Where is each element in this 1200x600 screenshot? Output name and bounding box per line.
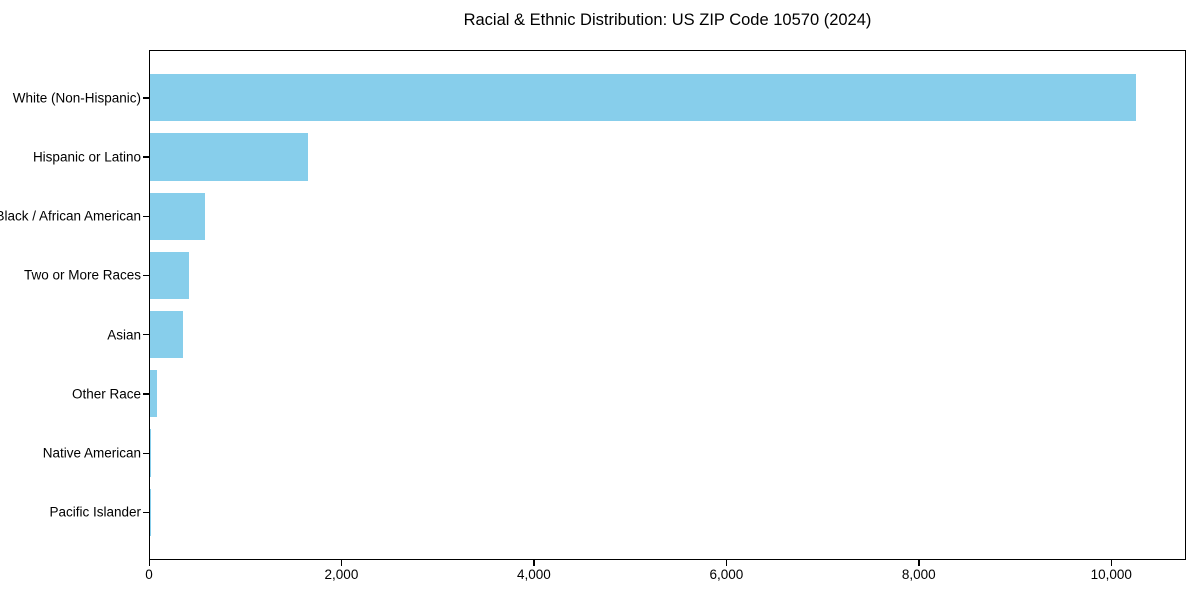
chart-title: Racial & Ethnic Distribution: US ZIP Cod… (463, 11, 872, 29)
x-tick-mark (340, 560, 343, 566)
x-tick-label: 10,000 (1090, 567, 1132, 582)
y-tick-mark (143, 334, 149, 336)
y-tick-label: Asian (107, 327, 141, 343)
y-tick-label: Native American (42, 445, 141, 461)
y-tick-mark (143, 274, 149, 277)
y-tick-label: White (Non-Hispanic) (12, 90, 141, 106)
bar (150, 74, 1137, 122)
x-tick-mark (918, 560, 920, 566)
bar (150, 310, 183, 359)
y-tick-label: Two or More Races (23, 267, 141, 283)
y-tick-label: Pacific Islander (49, 504, 141, 520)
x-tick-label: 6,000 (709, 567, 744, 582)
bar (150, 133, 308, 181)
y-tick-mark (143, 393, 149, 395)
bar (150, 370, 157, 418)
bar (150, 251, 190, 300)
x-tick-label: 8,000 (901, 567, 936, 582)
y-tick-label: Hispanic or Latino (32, 149, 141, 165)
x-tick-label: 0 (145, 567, 153, 582)
y-tick-mark (143, 215, 149, 217)
y-tick-label: Other Race (71, 386, 141, 402)
y-tick-mark (143, 511, 149, 514)
bar (150, 192, 205, 240)
bar (150, 429, 151, 477)
x-tick-mark (533, 560, 535, 566)
y-tick-mark (143, 156, 149, 158)
y-tick-mark (143, 97, 149, 99)
x-tick-mark (725, 560, 728, 566)
y-tick-mark (143, 452, 149, 454)
x-tick-mark (148, 560, 150, 566)
plot-area (149, 50, 1186, 560)
x-tick-mark (1110, 560, 1113, 566)
y-tick-label: Black / African American (0, 208, 141, 224)
x-tick-label: 4,000 (516, 567, 551, 582)
x-tick-label: 2,000 (324, 567, 359, 582)
